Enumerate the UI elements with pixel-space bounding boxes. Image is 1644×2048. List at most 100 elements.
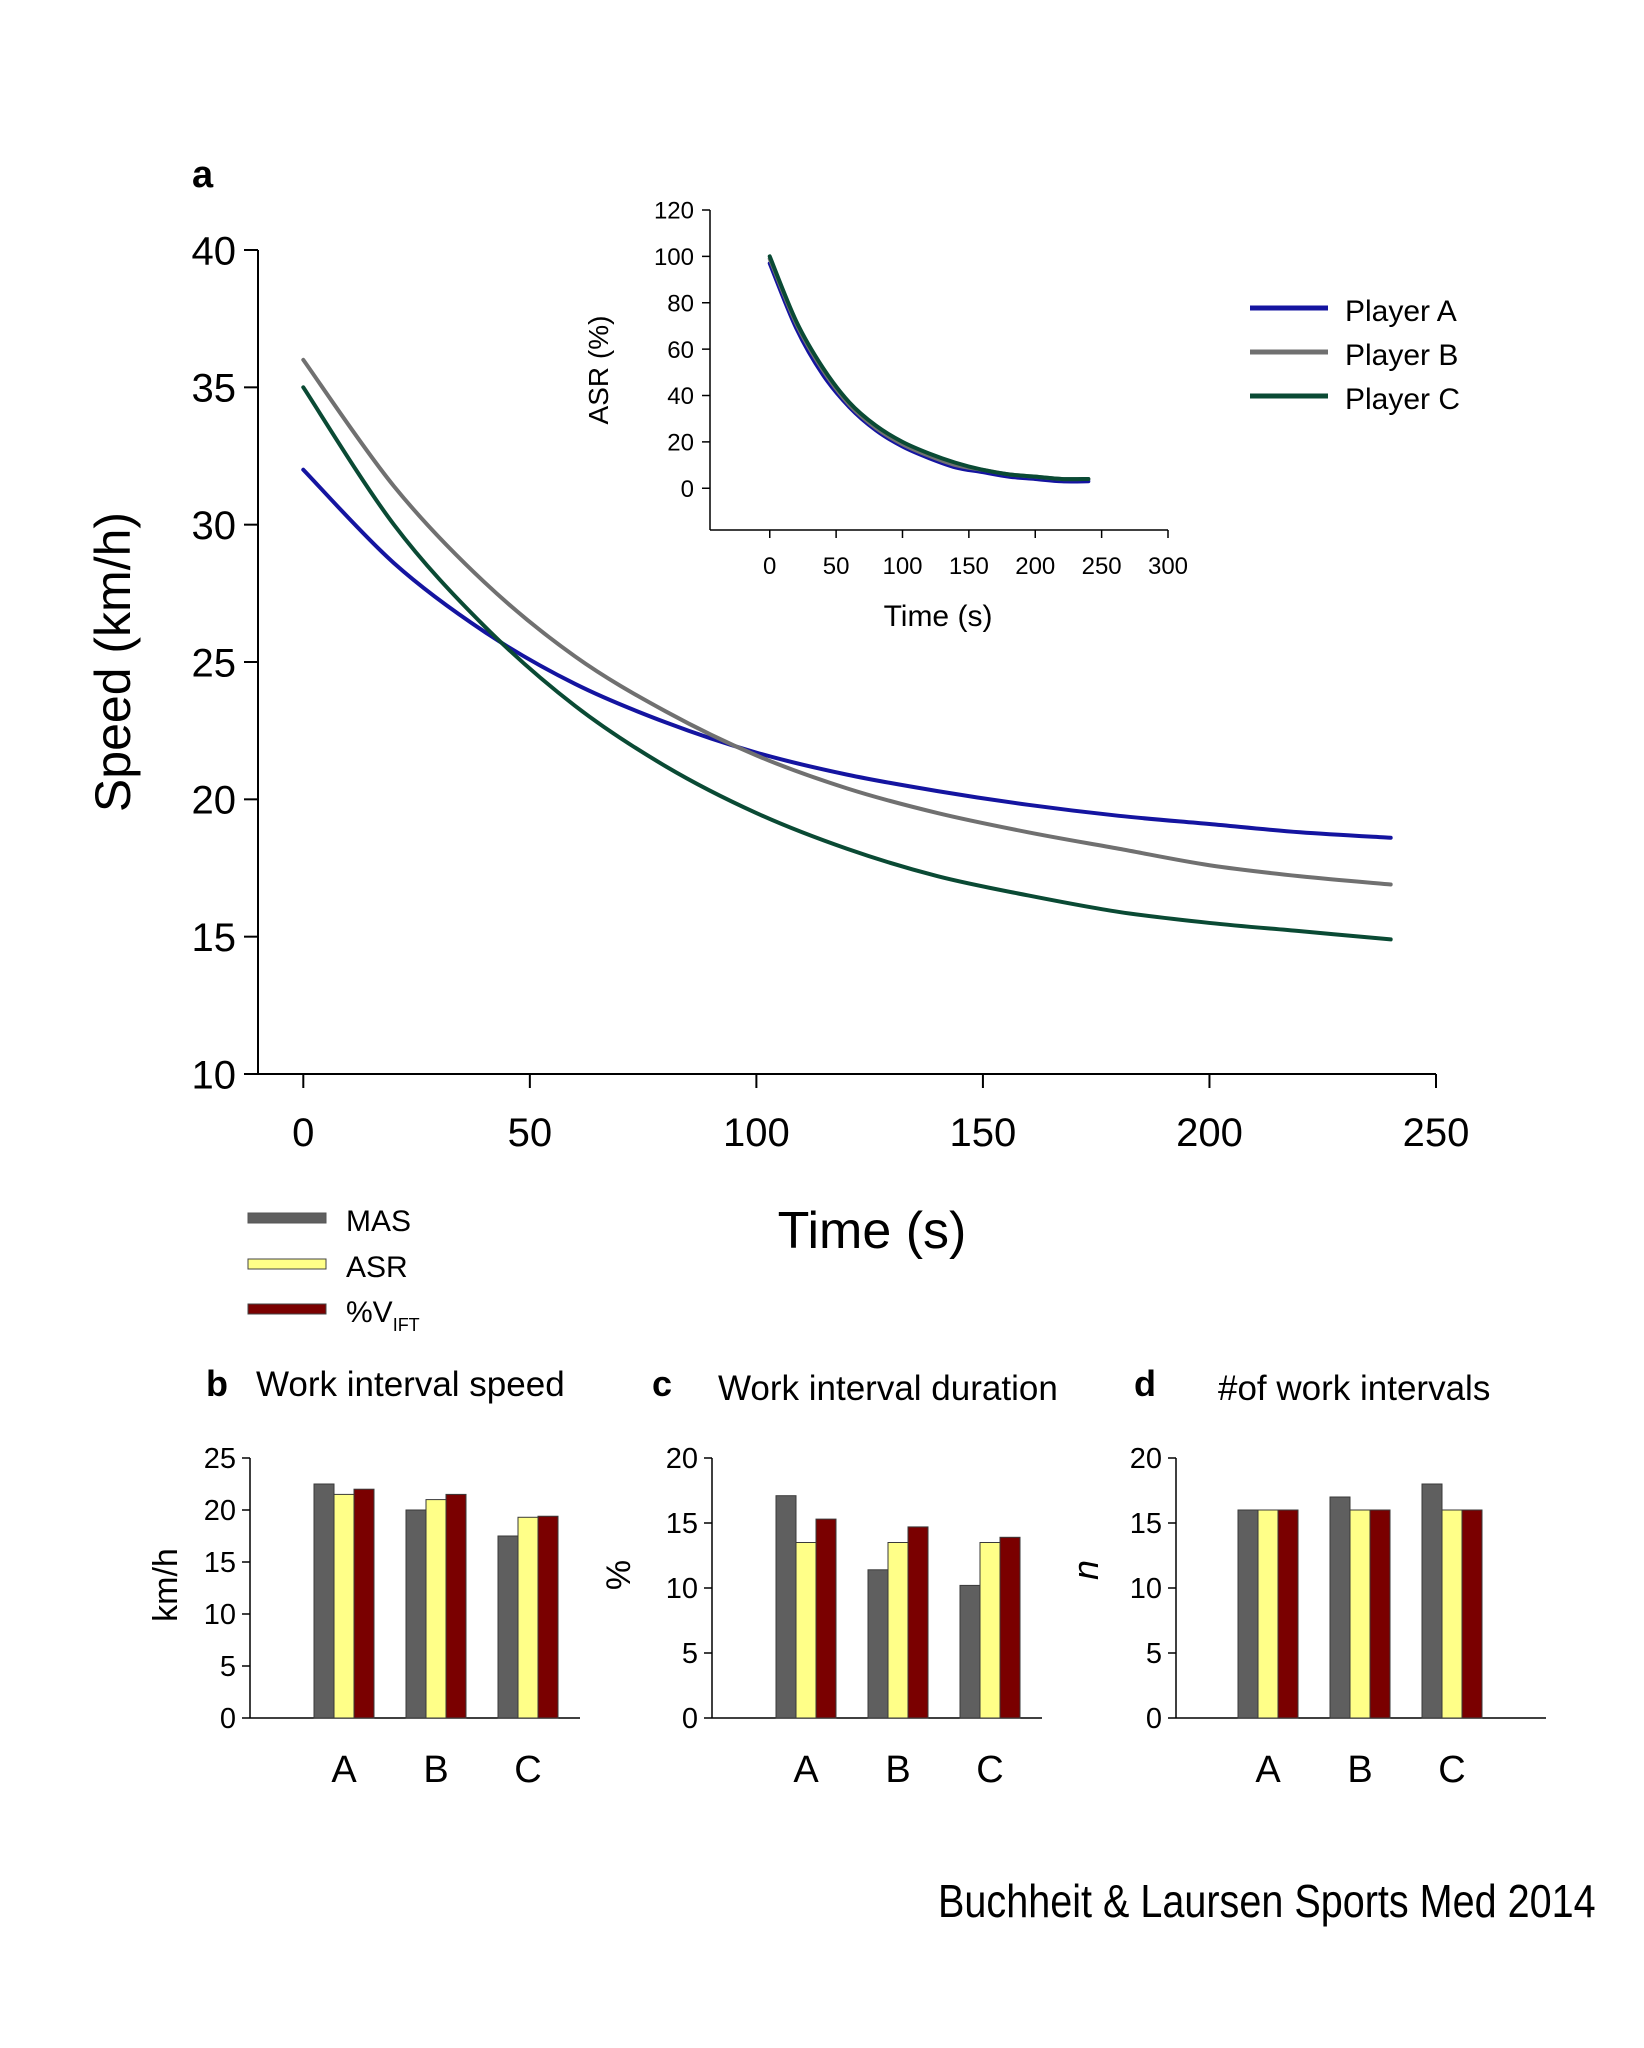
panel-d-category-label: B (1347, 1749, 1372, 1791)
panel-a-x-tick-label: 50 (508, 1111, 553, 1155)
panel-d-chart: d #of work intervals 0 5 10 15 20 A B C n (1065, 1363, 1546, 1791)
inset-x-tick-label: 50 (823, 553, 850, 580)
panel-a-x-tick-label: 100 (723, 1111, 790, 1155)
panel-b-y-axis-label: km/h (147, 1548, 185, 1622)
panel-a-series-player-c (301, 385, 1393, 942)
panel-c-bar-c-mas (959, 1584, 981, 1719)
panel-b-y-tick-label: 0 (220, 1703, 236, 1735)
panel-a-x-tick-label: 200 (1176, 1111, 1243, 1155)
panel-c-y-axis-label: % (600, 1560, 638, 1590)
panel-b-bar-c-asr (517, 1516, 539, 1719)
panel-a-y-tick-label: 15 (192, 916, 237, 960)
panel-b-bar-a-pct-v (353, 1488, 375, 1719)
panel-b-letter: b (206, 1363, 228, 1404)
legend-player-a-label: Player A (1345, 295, 1457, 328)
panel-a-legend: Player A Player B Player C (1250, 295, 1460, 416)
inset-series-player-c (767, 254, 1091, 482)
inset-y-tick-label: 80 (667, 290, 694, 317)
panel-d-bar-a-pct-v (1277, 1509, 1299, 1719)
panel-d-categories: A B C (1255, 1749, 1465, 1791)
panel-b-bar-b-asr (425, 1499, 447, 1719)
panel-a-y-tick-label: 40 (192, 229, 237, 273)
panel-c-bar-b-mas (867, 1569, 889, 1719)
inset-y-ticks: 0 20 40 60 80 100 120 (654, 198, 710, 503)
inset-series-player-a (767, 261, 1091, 484)
panel-c-category-label: B (885, 1749, 910, 1791)
panel-c-title: Work interval duration (718, 1369, 1058, 1408)
inset-x-tick-label: 100 (882, 553, 922, 580)
panel-a-y-tick-label: 20 (192, 779, 237, 823)
panel-a-series-player-b (301, 357, 1393, 887)
panel-b-category-label: C (514, 1749, 541, 1791)
panel-c-category-label: C (976, 1749, 1003, 1791)
inset-y-tick-label: 120 (654, 198, 694, 225)
panel-d-letter: d (1134, 1363, 1156, 1404)
panel-a-x-tick-label: 150 (950, 1111, 1017, 1155)
inset-series (767, 254, 1091, 484)
legend-vift-swatch (247, 1303, 327, 1315)
panel-b-bar-b-mas (405, 1509, 427, 1719)
panel-d-y-tick-label: 0 (1146, 1703, 1162, 1735)
panel-b-category-label: A (331, 1749, 357, 1791)
inset-x-tick-label: 200 (1015, 553, 1055, 580)
legend-asr-swatch (247, 1258, 327, 1270)
panel-d-y-tick-label: 5 (1146, 1638, 1162, 1670)
inset-y-tick-label: 20 (667, 430, 694, 457)
panel-b-category-label: B (423, 1749, 448, 1791)
panel-d-y-axis-label: n (1065, 1560, 1106, 1580)
inset-y-tick-label: 40 (667, 383, 694, 410)
panel-d-category-label: C (1438, 1749, 1465, 1791)
panel-d-bar-a-asr (1257, 1509, 1279, 1719)
inset-y-tick-label: 0 (681, 476, 694, 503)
panel-c-bars (775, 1495, 1021, 1719)
panel-a-y-axis-label: Speed (km/h) (85, 512, 141, 812)
panel-b-y-tick-label: 20 (204, 1495, 236, 1527)
panel-a-y-tick-label: 25 (192, 641, 237, 685)
panel-d-bar-b-pct-v (1369, 1509, 1391, 1719)
panel-d-title: #of work intervals (1218, 1369, 1490, 1408)
panel-d-y-tick-label: 15 (1130, 1508, 1162, 1540)
citation-credit: Buchheit & Laursen Sports Med 2014 (938, 1875, 1596, 1927)
panel-c-y-tick-label: 0 (682, 1703, 698, 1735)
panel-c-chart: c Work interval duration 0 5 10 15 20 A B C % (600, 1363, 1058, 1791)
panel-a-x-tick-label: 250 (1403, 1111, 1470, 1155)
inset-chart: 0 20 40 60 80 100 120 0 50 100 150 200 250 300 ASR (… (583, 198, 1188, 633)
panel-a-letter: a (192, 154, 214, 196)
panel-c-categories: A B C (793, 1749, 1003, 1791)
panel-a-y-ticks: 10 15 20 25 30 35 40 (192, 229, 258, 1097)
bar-legend: MAS ASR %VIFT (247, 1205, 420, 1335)
panel-c-bar-c-pct-v (999, 1536, 1021, 1719)
panel-c-y-tick-label: 10 (666, 1573, 698, 1605)
inset-x-ticks: 0 50 100 150 200 250 300 (763, 530, 1188, 580)
panel-c-bar-a-asr (795, 1542, 817, 1719)
panel-c-bar-a-mas (775, 1495, 797, 1719)
panel-c-bar-b-pct-v (907, 1526, 929, 1719)
panel-a-y-tick-label: 10 (192, 1053, 237, 1097)
panel-d-bars (1237, 1483, 1483, 1719)
panel-d-bar-a-mas (1237, 1509, 1259, 1719)
panel-c-y-ticks: 0 5 10 15 20 (666, 1443, 712, 1735)
panel-b-bars (313, 1483, 559, 1719)
panel-b-chart: b Work interval speed 0 5 10 15 20 25 A B C km/… (147, 1363, 580, 1791)
legend-vift-sub: IFT (393, 1315, 420, 1335)
panel-c-bar-b-asr (887, 1542, 909, 1719)
panel-c-category-label: A (793, 1749, 819, 1791)
panel-c-bar-c-asr (979, 1542, 1001, 1719)
inset-x-tick-label: 250 (1082, 553, 1122, 580)
panel-b-bar-c-pct-v (537, 1515, 559, 1719)
legend-player-c-label: Player C (1345, 383, 1460, 416)
panel-c-y-tick-label: 5 (682, 1638, 698, 1670)
panel-d-bar-c-asr (1441, 1509, 1463, 1719)
panel-b-categories: A B C (331, 1749, 541, 1791)
panel-b-y-tick-label: 5 (220, 1651, 236, 1683)
panel-d-category-label: A (1255, 1749, 1281, 1791)
panel-a-series (301, 357, 1393, 942)
panel-d-bar-c-mas (1421, 1483, 1443, 1719)
panel-a-series-player-a (301, 467, 1393, 840)
inset-x-tick-label: 0 (763, 553, 776, 580)
panel-b-bar-c-mas (497, 1535, 519, 1719)
panel-c-y-tick-label: 20 (666, 1443, 698, 1475)
panel-c-letter: c (652, 1363, 672, 1404)
